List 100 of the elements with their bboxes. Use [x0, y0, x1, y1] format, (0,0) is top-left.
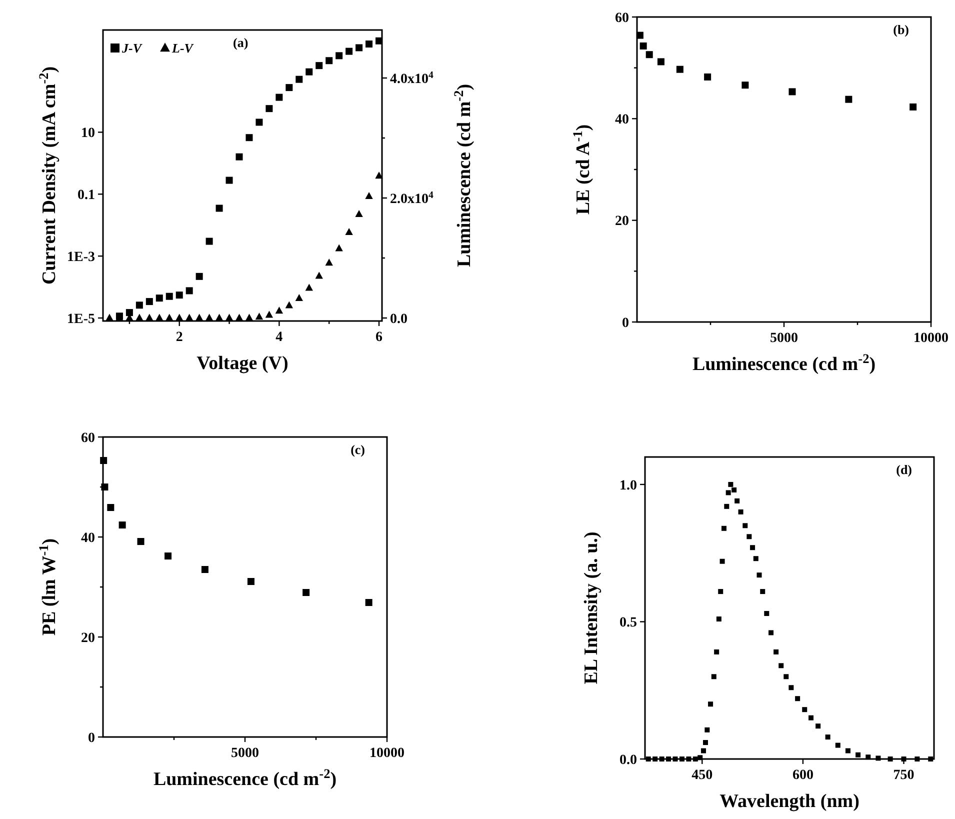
point	[876, 756, 881, 761]
y-tick-label: 20	[615, 214, 629, 230]
point	[636, 32, 644, 39]
point	[646, 756, 651, 762]
y2-tick-label: 4.0x10$^{4}$	[390, 69, 434, 87]
point	[914, 756, 920, 762]
point	[774, 649, 779, 654]
y-tick-label: 1E-5	[67, 312, 95, 327]
point	[700, 748, 706, 754]
point	[206, 238, 213, 245]
point	[711, 674, 716, 680]
point	[756, 572, 762, 578]
point	[646, 51, 653, 58]
annotation: (b)	[893, 22, 909, 37]
point	[738, 509, 744, 514]
point	[734, 498, 740, 504]
annotation: (a)	[233, 35, 248, 50]
y-axis-title: EL Intensity (a. u.)	[581, 532, 602, 684]
point	[742, 523, 748, 528]
point	[266, 105, 273, 112]
y-tick-label: 0	[622, 316, 629, 331]
x-tick-label: 5000	[770, 331, 798, 346]
x-axis-title: Wavelength (nm)	[720, 791, 860, 812]
point	[910, 103, 917, 110]
point	[306, 68, 313, 76]
point	[746, 534, 752, 540]
point	[692, 756, 698, 762]
point	[742, 82, 749, 89]
annotation: (d)	[896, 462, 912, 477]
point	[686, 756, 692, 762]
x-axis-title: Luminescence (cd m$^{-2}$)	[692, 350, 876, 375]
y-tick-label: 10	[81, 126, 95, 142]
point	[788, 685, 794, 690]
point	[672, 756, 678, 762]
point	[721, 526, 726, 531]
point	[276, 94, 283, 101]
point	[901, 756, 906, 762]
point	[724, 504, 730, 509]
point	[676, 66, 684, 73]
point	[316, 62, 323, 70]
point	[356, 44, 363, 52]
point	[236, 153, 243, 160]
point	[302, 589, 310, 596]
point	[366, 40, 373, 48]
point	[708, 702, 714, 707]
point	[764, 610, 770, 616]
point	[156, 294, 163, 302]
point	[784, 674, 789, 680]
y-tick-label: 0.0	[620, 752, 637, 768]
y-tick-label: 40	[81, 530, 95, 546]
point	[753, 556, 758, 562]
x-tick-label: 10000	[914, 331, 948, 346]
x-tick-label: 10000	[370, 746, 404, 761]
point	[136, 302, 143, 309]
point	[802, 707, 808, 712]
x-tick-label: 2	[176, 330, 183, 345]
point	[296, 76, 303, 83]
y-tick-label: 60	[615, 10, 629, 26]
y-tick-label: 0.1	[78, 188, 95, 204]
point	[666, 756, 672, 762]
point	[720, 558, 725, 564]
point	[825, 734, 830, 740]
point	[118, 522, 126, 528]
point	[704, 727, 710, 732]
point	[702, 740, 708, 746]
point	[928, 756, 934, 762]
point	[732, 487, 737, 492]
point	[788, 88, 796, 96]
point	[888, 756, 893, 762]
y2-tick-label: 0.0	[390, 312, 408, 327]
annotation: (c)	[350, 442, 365, 457]
legend-label: L-V	[171, 40, 194, 56]
point	[652, 756, 658, 762]
x-axis-title: Luminescence (cd m$^{-2}$)	[153, 766, 337, 790]
point	[196, 272, 203, 280]
point	[716, 616, 722, 622]
point	[795, 696, 800, 702]
point	[101, 484, 108, 490]
point	[679, 756, 684, 762]
point	[778, 663, 784, 668]
point	[835, 742, 840, 748]
point	[698, 755, 703, 760]
point	[760, 589, 766, 594]
point	[728, 482, 734, 487]
point	[718, 589, 724, 594]
x-tick-label: 750	[893, 768, 914, 783]
point	[704, 73, 712, 80]
point	[246, 134, 253, 142]
y-tick-label: 1.0	[620, 478, 637, 494]
point	[201, 566, 208, 573]
point	[326, 57, 333, 64]
y-tick-label: 0.5	[620, 616, 637, 631]
y-tick-label: 40	[615, 112, 629, 128]
point	[750, 545, 756, 550]
point	[866, 754, 871, 760]
point	[126, 309, 133, 316]
point	[768, 630, 774, 636]
x-tick-label: 5000	[231, 746, 259, 761]
x-tick-label: 6	[376, 330, 383, 345]
point	[137, 538, 144, 545]
